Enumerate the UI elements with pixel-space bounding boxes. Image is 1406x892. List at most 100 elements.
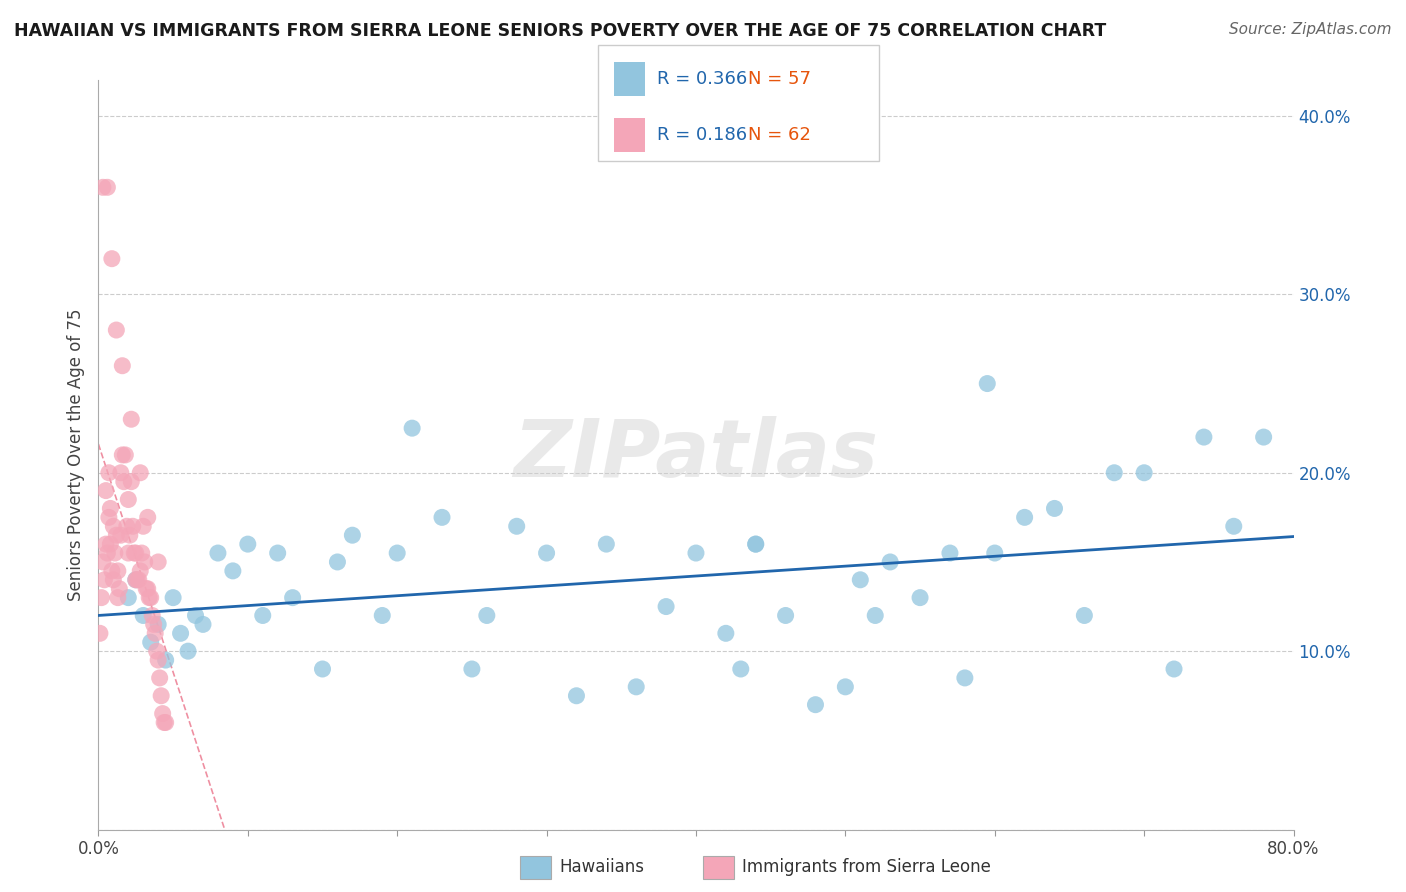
Point xyxy=(169,626,191,640)
Point xyxy=(143,626,166,640)
Point xyxy=(326,555,349,569)
Point xyxy=(134,555,156,569)
Point xyxy=(91,180,114,194)
Text: N = 62: N = 62 xyxy=(748,126,811,144)
Point xyxy=(138,591,160,605)
Point xyxy=(117,546,139,560)
Point xyxy=(191,617,214,632)
Point xyxy=(685,546,707,560)
Point xyxy=(98,501,122,516)
Point xyxy=(135,582,157,596)
Point xyxy=(145,644,167,658)
Point xyxy=(115,519,138,533)
Point xyxy=(139,635,162,649)
Point xyxy=(150,689,173,703)
Point xyxy=(94,483,117,498)
Point xyxy=(281,591,304,605)
Text: R = 0.366: R = 0.366 xyxy=(657,70,747,88)
Point xyxy=(111,448,134,462)
Point xyxy=(129,564,152,578)
Point xyxy=(371,608,394,623)
Text: R = 0.186: R = 0.186 xyxy=(657,126,747,144)
Point xyxy=(342,528,364,542)
Point xyxy=(131,546,153,560)
Point xyxy=(117,492,139,507)
Point xyxy=(148,555,170,569)
Point xyxy=(385,546,409,560)
Y-axis label: Seniors Poverty Over the Age of 75: Seniors Poverty Over the Age of 75 xyxy=(66,309,84,601)
Point xyxy=(155,653,177,667)
Point xyxy=(908,591,931,605)
Point xyxy=(103,519,125,533)
Point xyxy=(120,475,142,489)
Point xyxy=(865,608,887,623)
Point xyxy=(101,252,124,266)
Point xyxy=(595,537,617,551)
Point xyxy=(117,591,139,605)
Point xyxy=(236,537,259,551)
Point xyxy=(128,573,150,587)
Point xyxy=(461,662,484,676)
Point xyxy=(879,555,901,569)
Point xyxy=(655,599,678,614)
Point xyxy=(104,546,127,560)
Point xyxy=(1104,466,1126,480)
Point xyxy=(153,715,176,730)
Point xyxy=(184,608,207,623)
Point xyxy=(1014,510,1036,524)
Text: Immigrants from Sierra Leone: Immigrants from Sierra Leone xyxy=(742,858,991,876)
Point xyxy=(1073,608,1095,623)
Point xyxy=(506,519,529,533)
Point xyxy=(96,180,118,194)
Point xyxy=(475,608,498,623)
Point xyxy=(98,537,122,551)
Point xyxy=(177,644,200,658)
Point xyxy=(730,662,752,676)
Point xyxy=(93,573,115,587)
Point xyxy=(132,608,155,623)
Point xyxy=(125,573,148,587)
Point xyxy=(129,466,152,480)
Point xyxy=(120,412,142,426)
Text: ZIPatlas: ZIPatlas xyxy=(513,416,879,494)
Point xyxy=(90,591,112,605)
Point xyxy=(91,555,114,569)
Point xyxy=(311,662,333,676)
Point xyxy=(207,546,229,560)
Point xyxy=(124,546,146,560)
Point xyxy=(105,528,128,542)
Point xyxy=(141,608,163,623)
Point xyxy=(148,653,170,667)
Point xyxy=(626,680,648,694)
Point xyxy=(155,715,177,730)
Point xyxy=(108,582,131,596)
Point xyxy=(1043,501,1066,516)
Point xyxy=(142,617,165,632)
Point xyxy=(110,466,132,480)
Point xyxy=(1253,430,1275,444)
Point xyxy=(152,706,174,721)
Point xyxy=(804,698,827,712)
Point xyxy=(849,573,872,587)
Point xyxy=(136,582,159,596)
Point xyxy=(162,591,184,605)
Point xyxy=(775,608,797,623)
Text: HAWAIIAN VS IMMIGRANTS FROM SIERRA LEONE SENIORS POVERTY OVER THE AGE OF 75 CORR: HAWAIIAN VS IMMIGRANTS FROM SIERRA LEONE… xyxy=(14,22,1107,40)
Point xyxy=(984,546,1007,560)
Point xyxy=(94,537,117,551)
Point xyxy=(97,510,120,524)
Point xyxy=(401,421,423,435)
Point xyxy=(121,519,143,533)
Point xyxy=(430,510,453,524)
Point xyxy=(107,591,129,605)
Point xyxy=(136,510,159,524)
Point xyxy=(101,564,124,578)
Point xyxy=(1192,430,1215,444)
Text: N = 57: N = 57 xyxy=(748,70,811,88)
Point xyxy=(1133,466,1156,480)
Point xyxy=(89,626,111,640)
Point xyxy=(132,519,155,533)
Point xyxy=(834,680,856,694)
Text: Hawaiians: Hawaiians xyxy=(560,858,644,876)
Point xyxy=(125,546,148,560)
